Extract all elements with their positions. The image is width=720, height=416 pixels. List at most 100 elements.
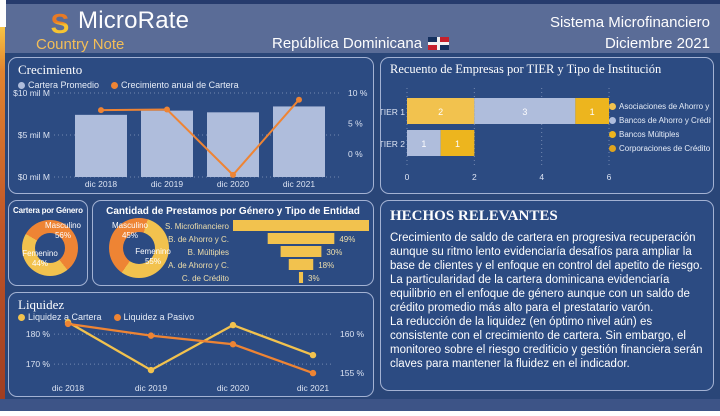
legend-item-cartera-promedio[interactable]: Cartera Promedio <box>18 80 99 90</box>
svg-text:dic 2019: dic 2019 <box>135 383 167 393</box>
prestamos-title: Cantidad de Prestamos por Género y Tipo … <box>106 206 360 217</box>
svg-text:B. Múltiples: B. Múltiples <box>188 248 229 257</box>
funnel-bar[interactable] <box>267 233 335 244</box>
report-country: República Dominicana <box>272 35 450 52</box>
svg-text:1: 1 <box>590 107 595 117</box>
report-system-title: Sistema Microfinanciero <box>549 14 710 31</box>
svg-text:$5 mil M: $5 mil M <box>18 130 50 140</box>
liquidez-title: Liquidez <box>18 297 65 312</box>
svg-text:1: 1 <box>421 139 426 149</box>
donut-label: Masculino 56% <box>44 221 81 240</box>
line-point[interactable] <box>164 106 170 113</box>
svg-text:S. Microfinanciero: S. Microfinanciero <box>165 222 230 231</box>
panel-liquidez: Liquidez Liquidez a Cartera Liquidez a P… <box>8 292 374 397</box>
funnel-bar[interactable] <box>280 246 322 257</box>
svg-text:$10 mil M: $10 mil M <box>13 88 50 98</box>
svg-text:4: 4 <box>539 172 544 182</box>
panel-crecimiento: Crecimiento Cartera Promedio Crecimiento… <box>8 57 374 194</box>
svg-text:0: 0 <box>405 172 410 182</box>
liquidez-line <box>67 321 314 372</box>
dominican-republic-flag-icon <box>428 37 450 50</box>
legend-item-corporaciones[interactable]: Corporaciones de Crédito <box>609 144 711 153</box>
tier-bar-segment[interactable] <box>407 130 441 156</box>
svg-text:18%: 18% <box>318 261 334 270</box>
cartera-bar[interactable] <box>75 114 127 177</box>
legend-dot <box>111 81 119 89</box>
line-point[interactable] <box>309 369 317 377</box>
legend-label: Bancos Múltiples <box>619 130 680 139</box>
liquidez-legend: Liquidez a Cartera Liquidez a Pasivo <box>18 312 194 322</box>
country-name: República Dominicana <box>272 35 423 52</box>
tier-chart[interactable]: 0 2 4 6 TIER 1 2 3 1 TIER 2 1 1 <box>381 80 713 190</box>
crecimiento-chart[interactable]: $10 mil M $5 mil M $0 mil M 10 % 5 % 0 % dic 2… <box>10 88 372 188</box>
line-point[interactable] <box>147 332 155 339</box>
footer-bar <box>0 399 720 411</box>
svg-text:10 %: 10 % <box>348 88 368 98</box>
svg-text:dic 2020: dic 2020 <box>217 179 249 188</box>
svg-text:170 %: 170 % <box>26 359 51 369</box>
line-point[interactable] <box>296 96 302 103</box>
legend-label: Cartera Promedio <box>28 80 100 90</box>
cartera-bar[interactable] <box>207 112 259 177</box>
svg-text:2: 2 <box>472 172 477 182</box>
hechos-paragraph: Crecimiento de saldo de cartera en progr… <box>390 232 703 272</box>
prestamos-donut[interactable] <box>109 218 169 278</box>
legend-label: Asociaciones de Ahorro y … <box>619 102 711 111</box>
legend-dot <box>18 81 25 89</box>
crecimiento-legend: Cartera Promedio Crecimiento anual de Ca… <box>18 80 239 90</box>
tier-bar-segment[interactable] <box>407 98 475 124</box>
legend-item-liquidez-cartera[interactable]: Liquidez a Cartera <box>18 312 102 322</box>
report-subtitle: Country Note <box>36 36 125 53</box>
line-point[interactable] <box>229 341 237 348</box>
donut-label: Femenino 55% <box>135 247 171 266</box>
svg-text:B. de Ahorro y C.: B. de Ahorro y C. <box>168 235 229 244</box>
svg-text:180 %: 180 % <box>26 329 51 339</box>
panel-prestamos: Cantidad de Prestamos por Género y Tipo … <box>92 200 374 286</box>
line-point[interactable] <box>147 366 155 374</box>
line-point[interactable] <box>64 320 72 328</box>
svg-text:A. de Ahorro y C.: A. de Ahorro y C. <box>168 261 229 270</box>
cartera-genero-donut[interactable] <box>22 220 78 276</box>
legend-item-bancos-ahorro[interactable]: Bancos de Ahorro y Crédito <box>609 116 711 125</box>
donut-label: Femenino 44% <box>22 249 58 268</box>
funnel-bar[interactable] <box>233 220 369 231</box>
tier-legend: Asociaciones de Ahorro y … Bancos de Aho… <box>609 102 711 153</box>
top-edge-line <box>0 0 720 4</box>
tier-bar-segment[interactable] <box>474 98 576 124</box>
svg-text:3: 3 <box>522 107 527 117</box>
legend-label: Bancos de Ahorro y Crédito <box>619 116 711 125</box>
line-point[interactable] <box>229 321 237 329</box>
svg-text:5 %: 5 % <box>348 119 363 129</box>
donut-label: Masculino 45% <box>111 221 148 240</box>
legend-item-bancos-multiples[interactable]: Bancos Múltiples <box>609 130 711 139</box>
svg-text:0 %: 0 % <box>348 149 363 159</box>
corner-spacer <box>0 0 6 27</box>
microrate-s-logo-icon: S <box>51 9 70 39</box>
legend-dot <box>609 117 616 124</box>
svg-text:2: 2 <box>438 107 443 117</box>
liquidez-chart[interactable]: 180 % 170 % 160 % 155 % dic 2018 dic 2019 dic … <box>10 315 372 395</box>
report-date: Diciembre 2021 <box>604 35 710 52</box>
legend-item-asociaciones[interactable]: Asociaciones de Ahorro y … <box>609 102 711 111</box>
funnel-bar[interactable] <box>298 272 304 283</box>
left-accent-stripe <box>0 27 5 399</box>
tier-bar-segment[interactable] <box>575 98 610 124</box>
svg-text:S: S <box>51 9 70 39</box>
cartera-bar[interactable] <box>273 106 325 177</box>
legend-dot <box>18 313 25 321</box>
svg-text:TIER 2: TIER 2 <box>381 139 405 149</box>
cartera-genero-title: Cartera por Género <box>13 206 83 215</box>
legend-label: Crecimiento anual de Cartera <box>121 80 239 90</box>
legend-item-liquidez-pasivo[interactable]: Liquidez a Pasivo <box>113 312 194 322</box>
svg-text:dic 2018: dic 2018 <box>85 179 117 188</box>
svg-text:160 %: 160 % <box>340 329 365 339</box>
line-point[interactable] <box>230 171 236 178</box>
line-point[interactable] <box>98 107 104 114</box>
line-point[interactable] <box>309 351 317 359</box>
tier-bar-segment[interactable] <box>440 130 475 156</box>
crecimiento-title: Crecimiento <box>18 62 83 77</box>
funnel-bar[interactable] <box>288 259 314 270</box>
prestamos-funnel-chart[interactable]: S. Microfinanciero B. de Ahorro y C. 49% B.… <box>93 217 373 285</box>
cartera-bar[interactable] <box>141 110 193 177</box>
legend-item-crecimiento-anual[interactable]: Crecimiento anual de Cartera <box>111 80 239 90</box>
